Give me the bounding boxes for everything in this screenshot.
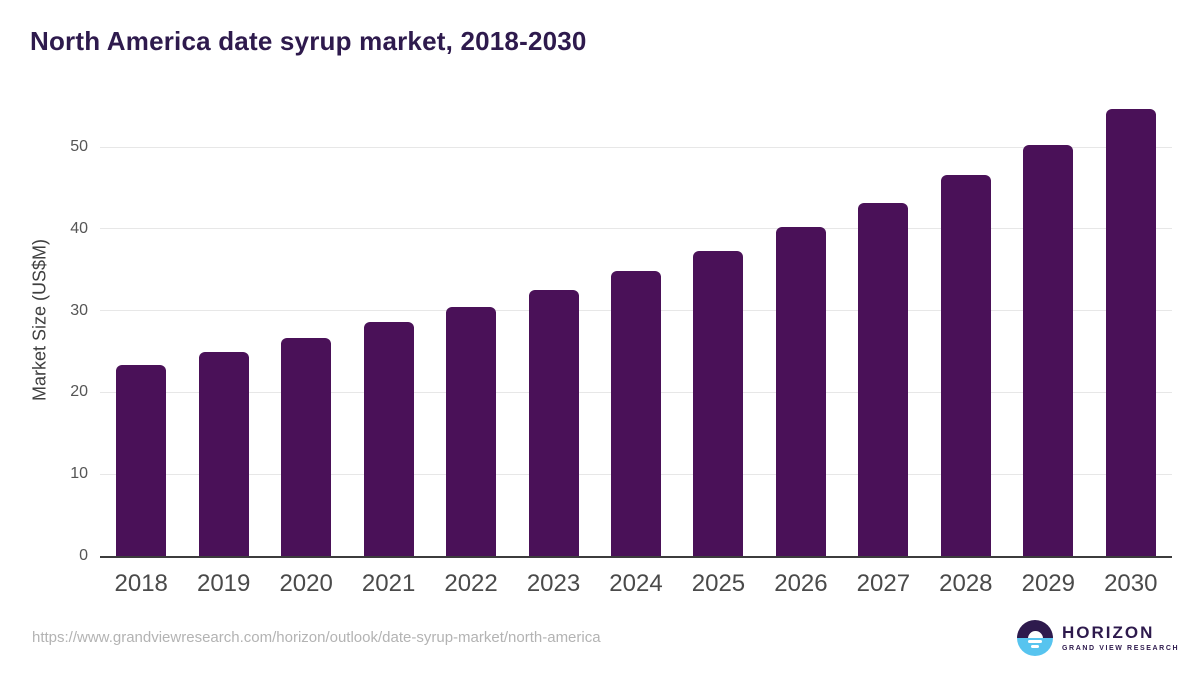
bar-2022: [446, 307, 497, 556]
horizon-sun-logo-icon: [1017, 620, 1053, 656]
bar-2021: [363, 322, 414, 556]
bar-2023: [528, 290, 579, 556]
x-tick-label-2029: 2029: [1021, 570, 1075, 597]
y-tick-label-30: 30: [70, 301, 88, 319]
sun-icon: [1027, 630, 1043, 638]
x-tick-label-2028: 2028: [939, 570, 993, 597]
x-tick-label-2025: 2025: [691, 570, 746, 597]
x-tick-label-2022: 2022: [444, 570, 498, 597]
horizon-logo: HORIZON GRAND VIEW RESEARCH: [1017, 620, 1179, 656]
bar-2028: [940, 174, 991, 556]
x-tick-label-2027: 2027: [856, 570, 911, 597]
logo-name: HORIZON: [1062, 623, 1155, 643]
bar-2025: [693, 250, 744, 556]
gridline-40: [100, 228, 1172, 230]
chart-title: North America date syrup market, 2018-20…: [30, 26, 587, 56]
horizon-line-icon: [1031, 645, 1039, 648]
x-tick-label-2026: 2026: [774, 570, 828, 597]
bar-2026: [775, 227, 826, 556]
bar-2029: [1023, 144, 1074, 556]
y-tick-label-40: 40: [70, 219, 88, 237]
bar-2018: [116, 364, 167, 556]
y-tick-label-0: 0: [79, 547, 88, 564]
x-tick-label-2024: 2024: [609, 570, 663, 597]
logo-text: HORIZON GRAND VIEW RESEARCH: [1062, 623, 1180, 652]
source-url: https://www.grandviewresearch.com/horizo…: [32, 629, 601, 646]
x-tick-label-2020: 2020: [279, 570, 333, 597]
bar-2019: [198, 352, 249, 556]
x-tick-label-2018: 2018: [114, 570, 168, 597]
x-tick-label-2030: 2030: [1104, 570, 1158, 597]
horizon-line-icon: [1028, 640, 1042, 643]
bar-2020: [281, 338, 332, 556]
bar-2027: [858, 202, 909, 556]
y-tick-label-10: 10: [70, 465, 88, 483]
y-tick-label-20: 20: [70, 383, 88, 401]
gridline-50: [100, 146, 1172, 148]
x-tick-label-2019: 2019: [196, 570, 251, 597]
bar-2024: [611, 270, 661, 556]
x-tick-label-2023: 2023: [526, 570, 581, 597]
bar-2030: [1105, 109, 1156, 556]
y-axis-title: Market Size (US$M): [29, 238, 50, 402]
y-tick-label-50: 50: [70, 138, 88, 156]
logo-sky-half: [1017, 620, 1053, 638]
logo-subtitle: GRAND VIEW RESEARCH: [1062, 644, 1180, 652]
plot-area: 0 10 20 30 40 50 2018 2019 2020 2021 2022 2023 2024 2…: [70, 100, 1172, 596]
x-tick-label-2021: 2021: [361, 570, 416, 597]
